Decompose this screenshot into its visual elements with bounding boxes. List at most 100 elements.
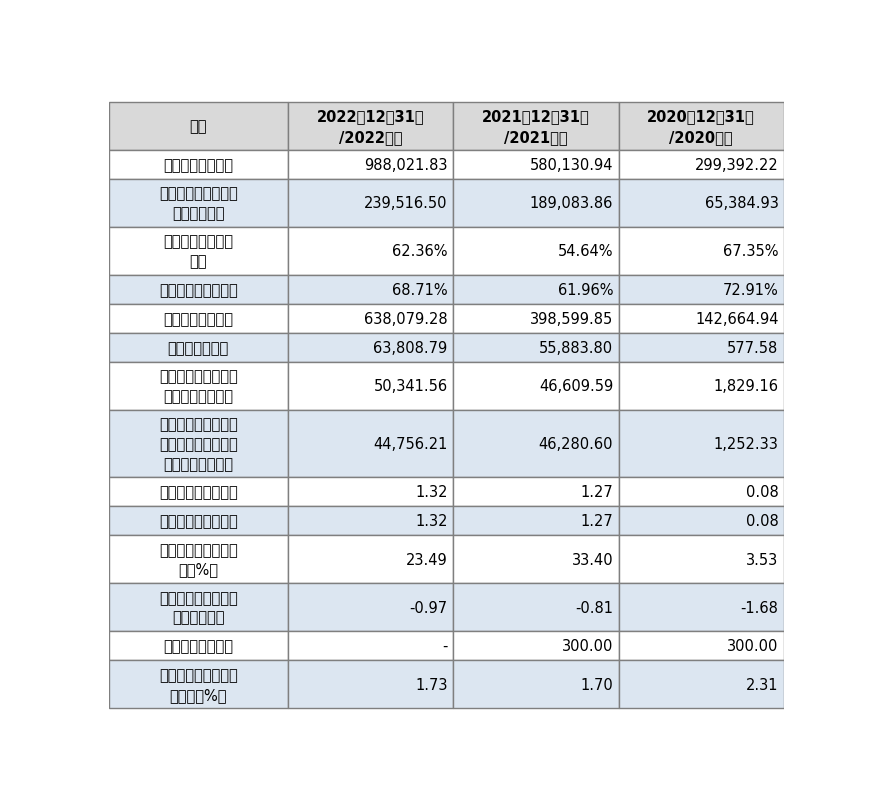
Text: 61.96%: 61.96% — [557, 283, 613, 298]
Text: 净利润（万元）: 净利润（万元） — [168, 340, 229, 355]
Bar — [453, 304, 618, 333]
Text: 每股经营活动现金流
量净额（元）: 每股经营活动现金流 量净额（元） — [159, 590, 238, 625]
Bar — [618, 275, 784, 304]
Bar — [453, 180, 618, 227]
Bar — [109, 227, 287, 275]
Bar — [453, 631, 618, 660]
Bar — [618, 507, 784, 536]
Text: 398,599.85: 398,599.85 — [530, 312, 613, 327]
Text: 65,384.93: 65,384.93 — [705, 196, 779, 211]
Bar — [618, 536, 784, 584]
Bar — [453, 275, 618, 304]
Bar — [109, 536, 287, 584]
Text: 归属于母公司所有者
权益（万元）: 归属于母公司所有者 权益（万元） — [159, 186, 238, 221]
Text: 0.08: 0.08 — [746, 484, 779, 499]
Bar — [453, 333, 618, 362]
Bar — [453, 151, 618, 180]
Text: 项目: 项目 — [190, 119, 207, 134]
Bar — [618, 410, 784, 478]
Text: 加权平均净资产收益
率（%）: 加权平均净资产收益 率（%） — [159, 542, 238, 577]
Text: 1.73: 1.73 — [415, 677, 448, 692]
Text: 资产总额（万元）: 资产总额（万元） — [164, 157, 233, 173]
Text: 资产负债率（合并）: 资产负债率（合并） — [159, 283, 238, 298]
Bar — [453, 536, 618, 584]
Text: 189,083.86: 189,083.86 — [530, 196, 613, 211]
Bar — [287, 333, 453, 362]
Bar — [287, 103, 453, 151]
Text: 46,609.59: 46,609.59 — [539, 379, 613, 393]
Bar — [287, 180, 453, 227]
Text: 638,079.28: 638,079.28 — [364, 312, 448, 327]
Text: 1.27: 1.27 — [580, 484, 613, 499]
Text: 46,280.60: 46,280.60 — [538, 437, 613, 451]
Text: 23.49: 23.49 — [406, 552, 448, 567]
Text: 72.91%: 72.91% — [723, 283, 779, 298]
Bar — [287, 304, 453, 333]
Text: -1.68: -1.68 — [740, 600, 779, 615]
Bar — [109, 275, 287, 304]
Text: 基本每股收益（元）: 基本每股收益（元） — [159, 484, 238, 499]
Text: 研发投入占营业收入
的比例（%）: 研发投入占营业收入 的比例（%） — [159, 667, 238, 702]
Bar — [287, 362, 453, 410]
Bar — [109, 410, 287, 478]
Text: 68.71%: 68.71% — [392, 283, 448, 298]
Bar — [287, 584, 453, 631]
Text: 归属于母公司所有者
的净利润（万元）: 归属于母公司所有者 的净利润（万元） — [159, 369, 238, 404]
Text: 1,252.33: 1,252.33 — [713, 437, 779, 451]
Bar — [618, 103, 784, 151]
Bar — [287, 227, 453, 275]
Bar — [109, 151, 287, 180]
Bar — [453, 410, 618, 478]
Bar — [109, 507, 287, 536]
Text: 580,130.94: 580,130.94 — [530, 157, 613, 173]
Text: -: - — [442, 638, 448, 654]
Bar — [618, 631, 784, 660]
Text: 1.70: 1.70 — [580, 677, 613, 692]
Bar — [618, 584, 784, 631]
Text: 988,021.83: 988,021.83 — [364, 157, 448, 173]
Bar — [287, 507, 453, 536]
Text: 2.31: 2.31 — [746, 677, 779, 692]
Bar — [453, 362, 618, 410]
Text: 0.08: 0.08 — [746, 513, 779, 528]
Bar — [109, 631, 287, 660]
Text: 1,829.16: 1,829.16 — [713, 379, 779, 393]
Bar — [287, 631, 453, 660]
Text: 1.32: 1.32 — [415, 484, 448, 499]
Bar — [287, 660, 453, 708]
Text: 299,392.22: 299,392.22 — [695, 157, 779, 173]
Text: 33.40: 33.40 — [571, 552, 613, 567]
Text: 2022年12月31日
/2022年度: 2022年12月31日 /2022年度 — [317, 108, 424, 145]
Text: 239,516.50: 239,516.50 — [364, 196, 448, 211]
Bar — [618, 478, 784, 507]
Text: 2020年12月31日
/2020年度: 2020年12月31日 /2020年度 — [647, 108, 755, 145]
Bar — [109, 103, 287, 151]
Bar — [109, 333, 287, 362]
Bar — [109, 304, 287, 333]
Text: 资产负债率（母公
司）: 资产负债率（母公 司） — [164, 234, 233, 269]
Bar — [453, 507, 618, 536]
Bar — [453, 584, 618, 631]
Text: 2021年12月31日
/2021年度: 2021年12月31日 /2021年度 — [482, 108, 590, 145]
Text: 300.00: 300.00 — [727, 638, 779, 654]
Text: 142,664.94: 142,664.94 — [695, 312, 779, 327]
Text: 1.27: 1.27 — [580, 513, 613, 528]
Bar — [618, 660, 784, 708]
Bar — [109, 362, 287, 410]
Text: 稀释每股收益（元）: 稀释每股收益（元） — [159, 513, 238, 528]
Text: 62.36%: 62.36% — [392, 244, 448, 259]
Bar — [618, 304, 784, 333]
Bar — [618, 180, 784, 227]
Bar — [287, 536, 453, 584]
Bar — [287, 478, 453, 507]
Bar — [453, 227, 618, 275]
Text: -0.97: -0.97 — [409, 600, 448, 615]
Bar — [109, 180, 287, 227]
Text: 54.64%: 54.64% — [557, 244, 613, 259]
Text: 63,808.79: 63,808.79 — [374, 340, 448, 355]
Text: 55,883.80: 55,883.80 — [539, 340, 613, 355]
Text: 现金分红（万元）: 现金分红（万元） — [164, 638, 233, 654]
Bar — [453, 660, 618, 708]
Text: 扣除非经常性损益后
归属于母公司所有者
的净利润（万元）: 扣除非经常性损益后 归属于母公司所有者 的净利润（万元） — [159, 417, 238, 471]
Text: -0.81: -0.81 — [575, 600, 613, 615]
